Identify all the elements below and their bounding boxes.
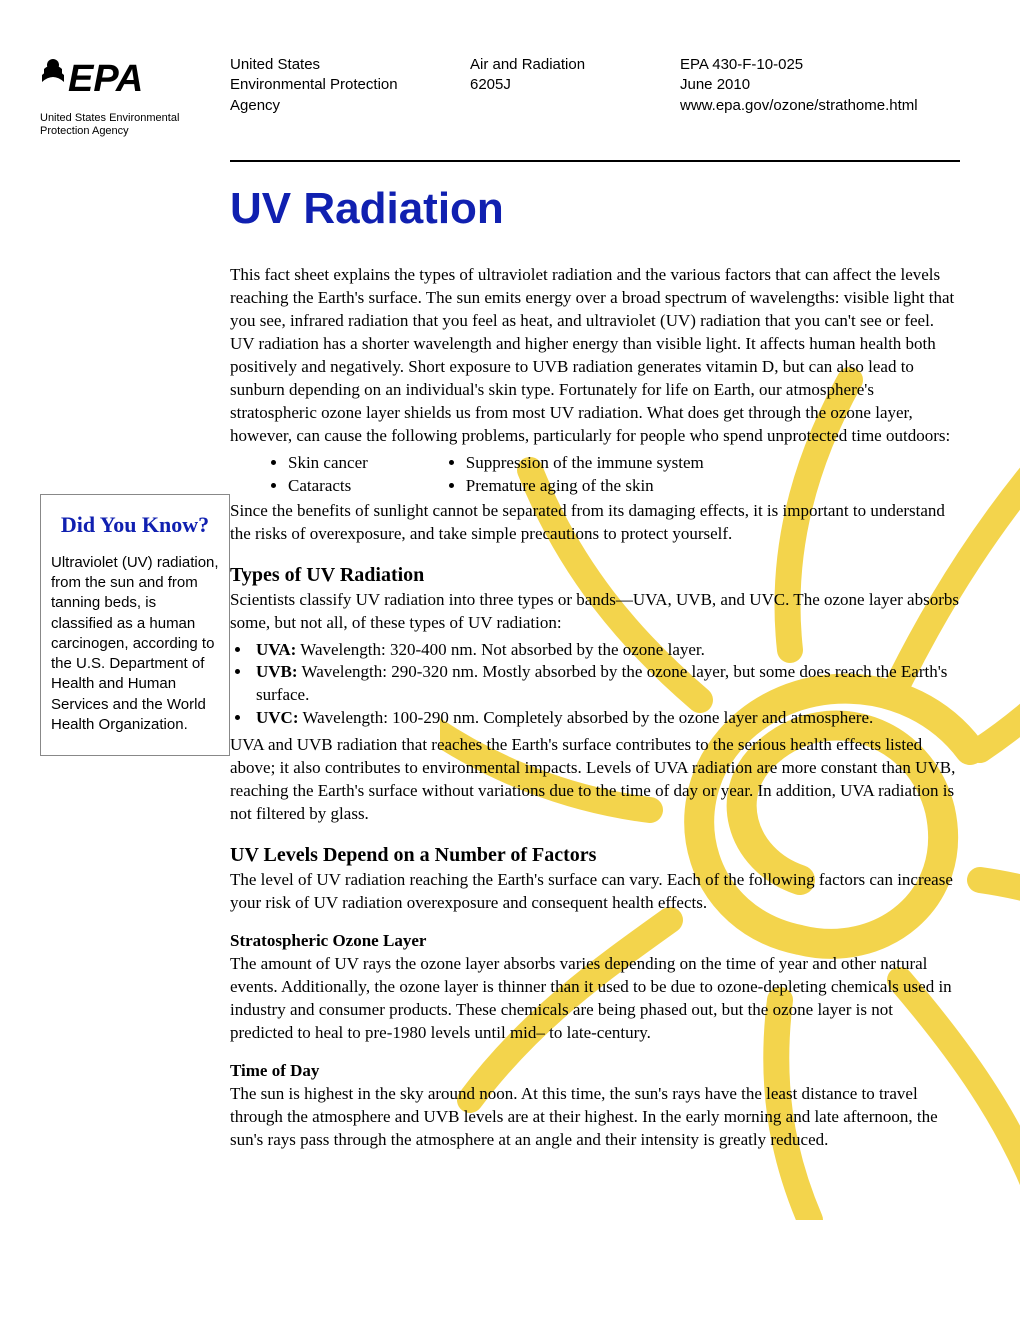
sidebar-body: Ultraviolet (UV) radiation, from the sun…	[51, 553, 219, 735]
problems-list: Skin cancer Cataracts Suppression of the…	[270, 452, 960, 498]
types-heading: Types of UV Radiation	[230, 564, 960, 587]
uv-type-item: UVC: Wavelength: 100-290 nm. Completely …	[252, 707, 960, 730]
factor-paragraph: The amount of UV rays the ozone layer ab…	[230, 953, 960, 1045]
logo-subtext-value: United States Environmental Protection A…	[40, 112, 179, 137]
header-rule	[230, 160, 960, 162]
logo-subtext: United States Environmental Protection A…	[40, 112, 230, 138]
problem-item: Skin cancer	[288, 452, 368, 475]
factor-subheading: Stratospheric Ozone Layer	[230, 931, 960, 951]
body-content: This fact sheet explains the types of ul…	[230, 264, 960, 1155]
header-col-office: Air and Radiation 6205J	[470, 55, 640, 138]
factor-paragraph: The sun is highest in the sky around noo…	[230, 1083, 960, 1152]
did-you-know-sidebar: Did You Know? Ultraviolet (UV) radiation…	[40, 494, 230, 756]
uv-types-list: UVA: Wavelength: 320-400 nm. Not absorbe…	[230, 639, 960, 731]
intro-paragraph: This fact sheet explains the types of ul…	[230, 264, 960, 448]
document-header: EPA United States Environmental Protecti…	[0, 0, 1020, 138]
types-after-paragraph: UVA and UVB radiation that reaches the E…	[230, 734, 960, 826]
epa-logo-block: EPA United States Environmental Protecti…	[40, 55, 230, 138]
uv-type-text: Wavelength: 320-400 nm. Not absorbed by …	[296, 640, 705, 659]
header-col-docid: EPA 430-F-10-025 June 2010 www.epa.gov/o…	[680, 55, 960, 138]
problem-item: Premature aging of the skin	[466, 475, 704, 498]
problem-item: Cataracts	[288, 475, 368, 498]
uv-type-label: UVC:	[256, 708, 299, 727]
epa-logo-icon: EPA	[40, 55, 180, 105]
page-title: UV Radiation	[230, 184, 1020, 234]
problem-item: Suppression of the immune system	[466, 452, 704, 475]
uv-type-text: Wavelength: 290-320 nm. Mostly absorbed …	[256, 662, 947, 704]
uv-type-item: UVB: Wavelength: 290-320 nm. Mostly abso…	[252, 661, 960, 707]
uv-type-item: UVA: Wavelength: 320-400 nm. Not absorbe…	[252, 639, 960, 662]
svg-text:EPA: EPA	[68, 58, 143, 100]
factors-lead: The level of UV radiation reaching the E…	[230, 869, 960, 915]
uv-type-text: Wavelength: 100-290 nm. Completely absor…	[299, 708, 874, 727]
types-lead: Scientists classify UV radiation into th…	[230, 589, 960, 635]
factor-subheading: Time of Day	[230, 1061, 960, 1081]
factors-heading: UV Levels Depend on a Number of Factors	[230, 844, 960, 867]
uv-type-label: UVA:	[256, 640, 296, 659]
header-col-agency: United States Environmental Protection A…	[230, 55, 430, 138]
uv-type-label: UVB:	[256, 662, 298, 681]
intro-after-paragraph: Since the benefits of sunlight cannot be…	[230, 500, 960, 546]
sidebar-title: Did You Know?	[51, 511, 219, 539]
